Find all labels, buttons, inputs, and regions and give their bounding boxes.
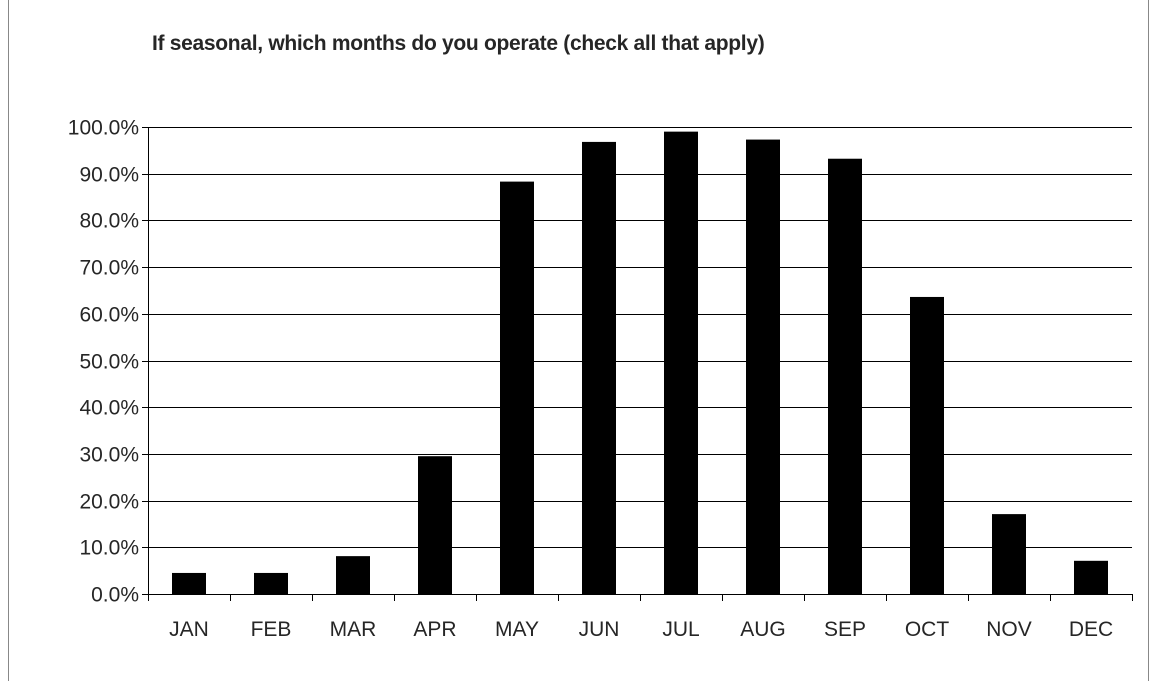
bar-oct: [910, 296, 944, 595]
y-tick-label: 100.0%: [68, 117, 139, 140]
y-tick-label: 50.0%: [79, 351, 139, 374]
x-tick-label: AUG: [740, 618, 786, 641]
bar-jul: [664, 131, 698, 595]
x-tick-label: MAR: [330, 618, 377, 641]
x-tick-label: SEP: [824, 618, 866, 641]
x-tick-label: OCT: [905, 618, 950, 641]
y-tick-label: 0.0%: [91, 584, 139, 607]
y-tick-label: 80.0%: [79, 210, 139, 233]
bar-apr: [418, 456, 452, 595]
x-tick-label: MAY: [495, 618, 539, 641]
x-tick-label: DEC: [1069, 618, 1113, 641]
y-tick-label: 60.0%: [79, 304, 139, 327]
y-tick-label: 10.0%: [79, 537, 139, 560]
bar-dec: [1074, 560, 1108, 595]
bar-sep: [828, 158, 862, 595]
bar-mar: [336, 556, 370, 595]
y-tick-label: 90.0%: [79, 164, 139, 187]
bar-feb: [254, 572, 288, 595]
x-tick-label: JAN: [169, 618, 209, 641]
bar-jan: [172, 572, 206, 595]
y-tick-label: 30.0%: [79, 444, 139, 467]
x-tick-label: APR: [413, 618, 456, 641]
chart-frame: [8, 0, 1149, 681]
y-tick-label: 20.0%: [79, 491, 139, 514]
x-tick-label: JUN: [579, 618, 620, 641]
x-tick-label: NOV: [986, 618, 1032, 641]
bar-jun: [582, 141, 616, 595]
x-tick-label: JUL: [662, 618, 699, 641]
bar-aug: [746, 139, 780, 595]
bar-may: [500, 181, 534, 595]
chart-title: If seasonal, which months do you operate…: [152, 32, 765, 55]
y-tick-label: 40.0%: [79, 397, 139, 420]
bar-nov: [992, 514, 1026, 595]
y-tick-label: 70.0%: [79, 257, 139, 280]
x-tick-label: FEB: [251, 618, 292, 641]
